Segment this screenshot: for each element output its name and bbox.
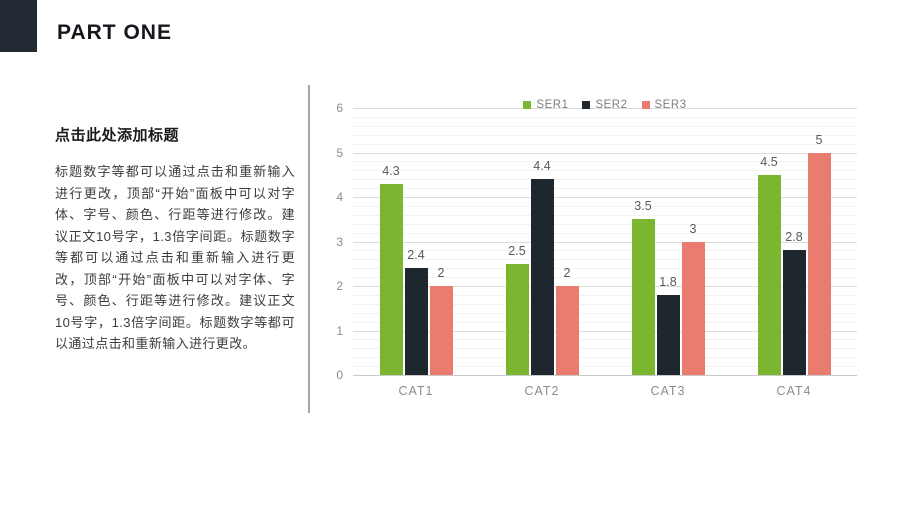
bar-ser2-cat2	[530, 179, 554, 375]
minor-gridline	[353, 161, 857, 163]
minor-gridline	[353, 143, 857, 145]
bar-value-label: 2	[437, 266, 445, 280]
legend-label: SER2	[595, 99, 628, 111]
major-gridline	[353, 108, 857, 109]
legend-swatch	[641, 101, 650, 109]
bar-ser3-cat2	[555, 286, 579, 375]
minor-gridline	[353, 303, 857, 305]
minor-gridline	[353, 170, 857, 172]
bar-value-label: 2.4	[407, 248, 425, 263]
minor-gridline	[353, 357, 857, 359]
x-axis-category-label: CAT4	[776, 384, 812, 398]
bar-value-label: 2	[563, 266, 571, 280]
legend-swatch	[582, 101, 591, 109]
minor-gridline	[353, 366, 857, 368]
minor-gridline	[353, 294, 857, 296]
y-axis-tick-label: 6	[336, 101, 343, 115]
minor-gridline	[353, 223, 857, 225]
minor-gridline	[353, 277, 857, 279]
legend-item: SER3	[641, 99, 687, 111]
bar-ser1-cat1	[379, 183, 403, 375]
bar-value-label: 4.3	[382, 163, 400, 178]
minor-gridline	[353, 134, 857, 136]
y-axis-tick-label: 4	[336, 190, 343, 204]
bar-ser1-cat3	[631, 219, 655, 375]
minor-gridline	[353, 321, 857, 323]
legend-label: SER1	[536, 99, 569, 111]
bar-value-label: 2.8	[785, 230, 803, 245]
y-axis-tick-label: 1	[336, 323, 343, 338]
bar-value-label: 1.8	[659, 274, 677, 289]
legend-swatch	[523, 101, 532, 109]
bar-ser3-cat1	[429, 286, 453, 375]
legend-item: SER1	[523, 99, 568, 111]
minor-gridline	[353, 232, 857, 234]
minor-gridline	[353, 348, 857, 350]
corner-accent-square	[0, 0, 37, 52]
bar-value-label: 4.4	[533, 159, 551, 174]
bar-ser1-cat4	[757, 174, 781, 375]
major-gridline	[353, 152, 857, 154]
x-axis-category-label: CAT1	[398, 384, 434, 398]
bar-value-label: 3	[689, 221, 697, 236]
bar-ser3-cat3	[681, 241, 705, 375]
bar-value-label: 2.5	[508, 243, 526, 258]
major-gridline	[353, 286, 857, 287]
vertical-divider	[308, 85, 310, 413]
bar-value-label: 3.5	[634, 199, 652, 214]
legend-label: SER3	[654, 99, 687, 111]
text-panel-title: 点击此处添加标题	[55, 127, 180, 144]
bar-ser3-cat4	[807, 152, 831, 375]
x-axis-category-label: CAT2	[524, 384, 560, 398]
bar-value-label: 4.5	[760, 154, 778, 169]
major-gridline	[353, 241, 857, 243]
major-gridline	[353, 197, 857, 198]
minor-gridline	[353, 259, 857, 261]
minor-gridline	[353, 312, 857, 314]
minor-gridline	[353, 339, 857, 341]
x-axis-category-label: CAT3	[650, 384, 686, 398]
minor-gridline	[353, 214, 857, 216]
bar-ser2-cat4	[782, 250, 806, 375]
bar-ser2-cat1	[404, 268, 428, 375]
bar-value-label: 5	[815, 132, 823, 147]
y-axis-tick-label: 0	[336, 368, 343, 382]
major-gridline	[353, 330, 857, 332]
minor-gridline	[353, 116, 857, 118]
y-axis-tick-label: 3	[336, 234, 343, 249]
text-panel-body: 标题数字等都可以通过点击和重新输入进行更改，顶部“开始”面板中可以对字体、字号、…	[55, 164, 295, 351]
major-gridline	[353, 375, 857, 376]
chart-legend: SER1 SER2 SER3	[353, 99, 857, 111]
minor-gridline	[353, 188, 857, 190]
legend-item: SER2	[582, 99, 627, 111]
y-axis-tick-label: 5	[336, 145, 343, 160]
section-kicker: PART ONE	[57, 21, 172, 44]
y-axis-tick-label: 2	[336, 279, 343, 293]
bar-ser1-cat2	[505, 263, 529, 375]
minor-gridline	[353, 179, 857, 181]
minor-gridline	[353, 250, 857, 252]
minor-gridline	[353, 205, 857, 207]
minor-gridline	[353, 268, 857, 270]
minor-gridline	[353, 125, 857, 127]
bar-ser2-cat3	[656, 294, 680, 375]
